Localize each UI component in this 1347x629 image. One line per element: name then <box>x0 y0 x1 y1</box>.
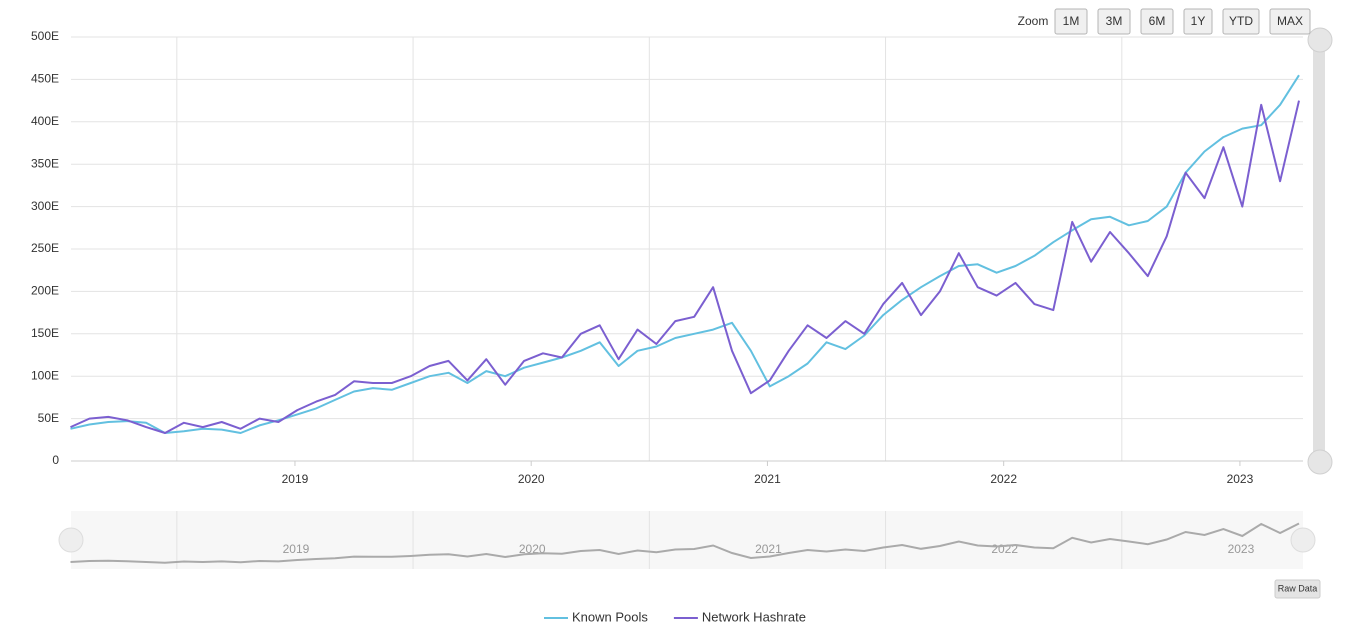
scroll-handle[interactable] <box>1307 449 1333 475</box>
zoom-button[interactable] <box>1269 8 1311 35</box>
raw-data-label[interactable]: Raw Data <box>1278 583 1318 593</box>
x-tick-label: 2021 <box>754 472 781 486</box>
y-tick-label: 350E <box>31 156 59 170</box>
y-tick-label: 50E <box>38 411 59 425</box>
navigator <box>71 511 1303 569</box>
zoom-button-label[interactable]: 3M <box>1106 14 1123 28</box>
zoom-button-label[interactable]: 1M <box>1063 14 1080 28</box>
navigator-line <box>70 522 1300 564</box>
y-tick-label: 400E <box>31 114 59 128</box>
scroll-handle[interactable] <box>1307 27 1333 53</box>
navigator-handle[interactable] <box>58 527 84 553</box>
navigator-handle[interactable] <box>1290 527 1316 553</box>
zoom-button[interactable] <box>1222 8 1260 35</box>
zoom-button[interactable] <box>1097 8 1131 35</box>
x-tick-label: 2022 <box>990 472 1017 486</box>
y-tick-label: 150E <box>31 326 59 340</box>
scrollbar-track <box>1313 37 1325 461</box>
x-tick-label: 2020 <box>518 472 545 486</box>
zoom-button[interactable] <box>1183 8 1213 35</box>
y-tick-label: 200E <box>31 284 59 298</box>
zoom-button-label[interactable]: MAX <box>1277 14 1303 28</box>
y-tick-label: 450E <box>31 72 59 86</box>
y-tick-label: 100E <box>31 368 59 382</box>
navigator-tick-label: 2019 <box>283 542 310 556</box>
zoom-button-label[interactable]: 6M <box>1149 14 1166 28</box>
navigator-tick-label: 2021 <box>755 542 782 556</box>
navigator-tick-label: 2023 <box>1228 542 1255 556</box>
zoom-button[interactable] <box>1054 8 1088 35</box>
zoom-label: Zoom <box>1018 14 1049 28</box>
x-tick-label: 2023 <box>1227 472 1254 486</box>
legend-label[interactable]: Network Hashrate <box>702 609 806 624</box>
zoom-button[interactable] <box>1140 8 1174 35</box>
y-tick-label: 250E <box>31 241 59 255</box>
x-tick-label: 2019 <box>282 472 309 486</box>
zoom-button-label[interactable]: 1Y <box>1191 14 1206 28</box>
legend-label[interactable]: Known Pools <box>572 609 648 624</box>
y-tick-label: 0 <box>52 453 59 467</box>
zoom-button-label[interactable]: YTD <box>1229 14 1253 28</box>
raw-data-button[interactable] <box>1274 579 1321 599</box>
y-tick-label: 500E <box>31 29 59 43</box>
series-line <box>70 74 1300 434</box>
y-tick-label: 300E <box>31 199 59 213</box>
series-line <box>70 100 1300 434</box>
